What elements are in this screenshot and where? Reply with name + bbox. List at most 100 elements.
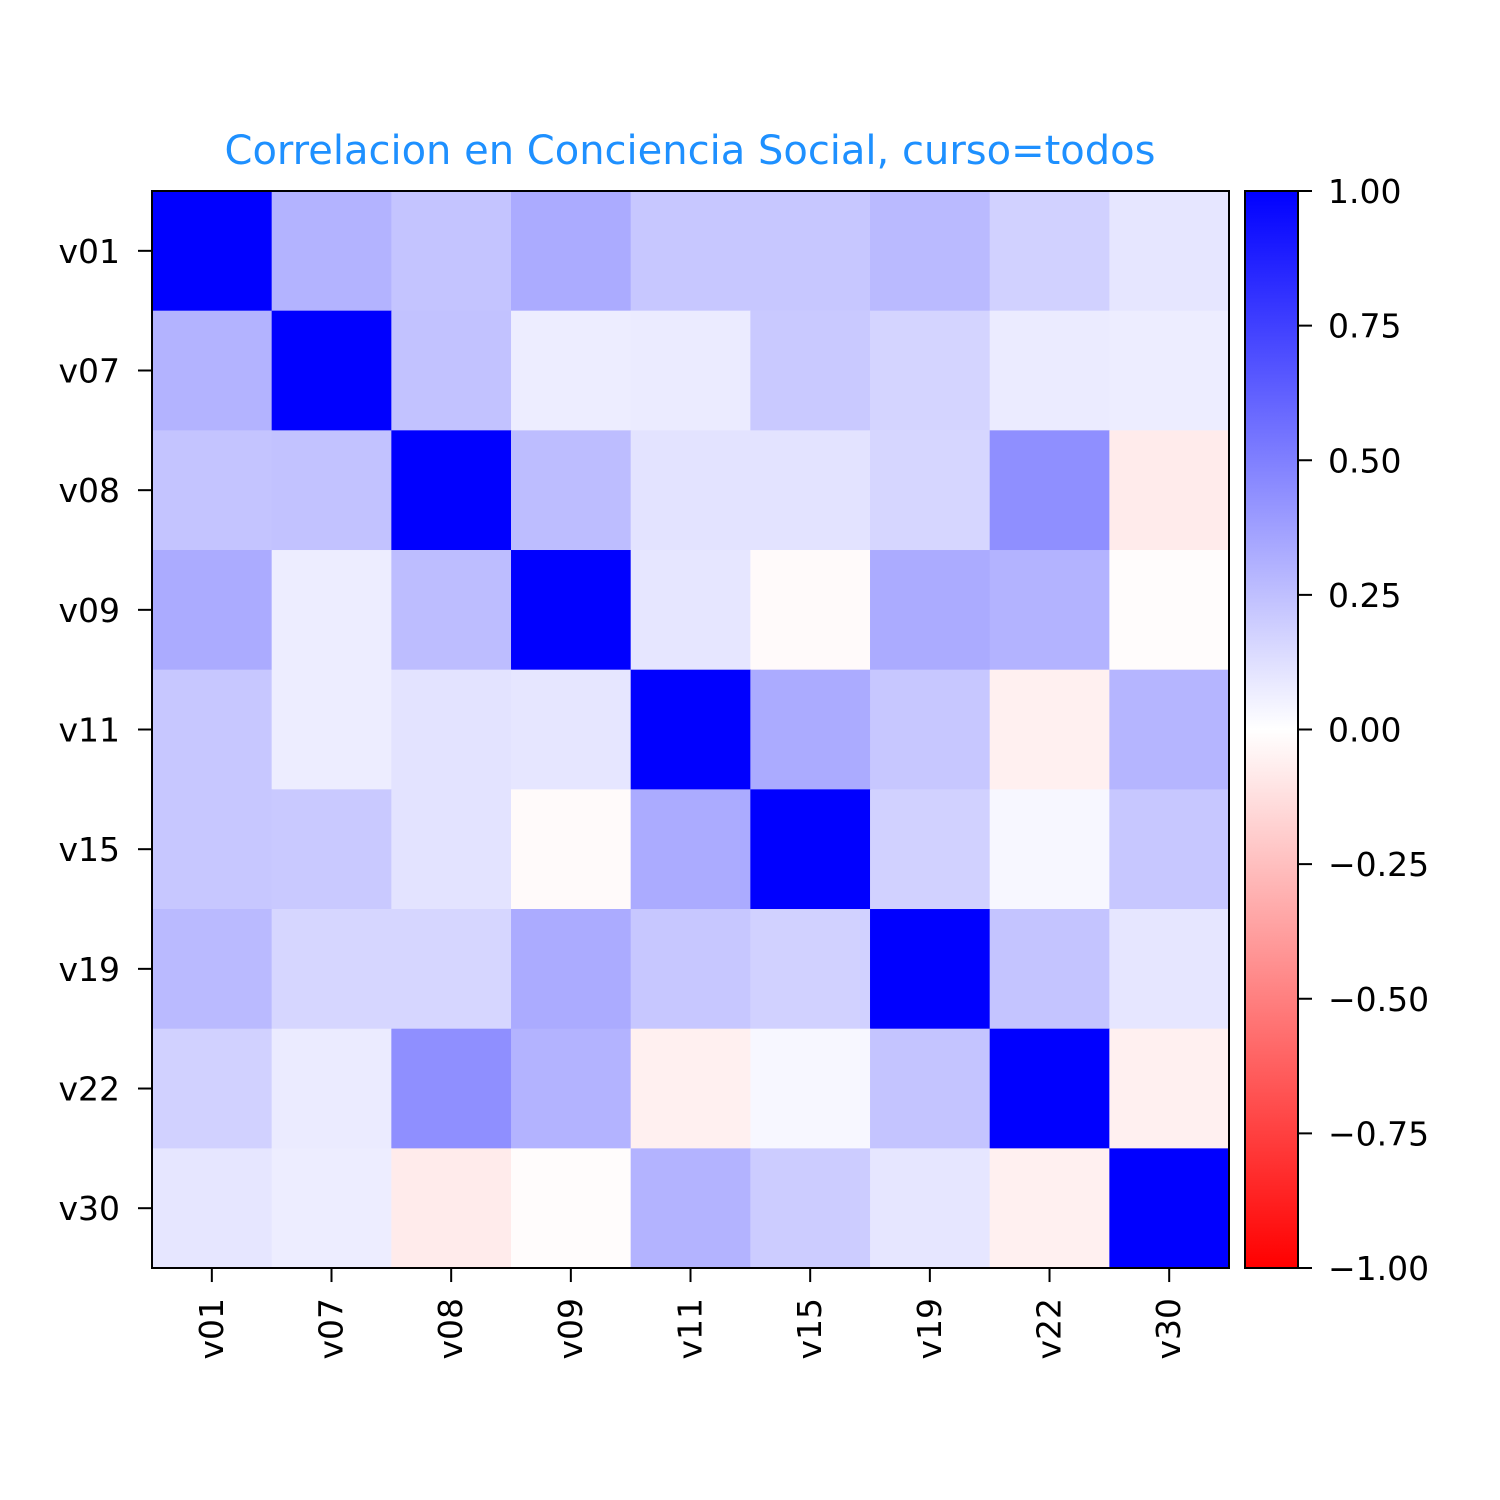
row-tick-label: v09 <box>58 591 120 630</box>
colorbar-tick-group: 1.00 0.75 0.50 0.25 0.00 −0.25 −0.50 −0.75 −1.00 <box>1298 172 1429 1288</box>
heatmap-cell-v01-v09 <box>511 191 632 312</box>
heatmap-cell-v30-v19 <box>870 1148 991 1269</box>
colorbar-tick-label: 0.75 <box>1328 307 1401 346</box>
heatmap-cell-v08-v07 <box>271 430 392 551</box>
heatmap-cell-v09-v09 <box>511 550 632 671</box>
heatmap-cell-v07-v09 <box>511 310 632 431</box>
heatmap-cell-v30-v07 <box>271 1148 392 1269</box>
heatmap-cell-v09-v08 <box>391 550 512 671</box>
heatmap-cell-v01-v08 <box>391 191 512 312</box>
colorbar <box>1244 190 1299 1269</box>
col-tick-label: v01 <box>192 1298 231 1360</box>
heatmap-cell-v11-v15 <box>750 669 871 790</box>
colorbar-tick-label: −0.50 <box>1328 980 1429 1019</box>
colorbar-tick-label: 0.25 <box>1328 576 1401 615</box>
heatmap-cell-v11-v07 <box>271 669 392 790</box>
col-tick-label: v11 <box>671 1298 710 1360</box>
heatmap-cell-v30-v30 <box>1109 1148 1230 1269</box>
heatmap-cell-v30-v08 <box>391 1148 512 1269</box>
heatmap-cell-v07-v07 <box>271 310 392 431</box>
heatmap-cell-v11-v11 <box>630 669 751 790</box>
heatmap-cell-v22-v30 <box>1109 1028 1230 1149</box>
col-tick-label: v08 <box>431 1298 470 1360</box>
heatmap-cell-v15-v08 <box>391 789 512 910</box>
heatmap-cell-v15-v19 <box>870 789 991 910</box>
heatmap-cell-v15-v15 <box>750 789 871 910</box>
heatmap-cell-v11-v19 <box>870 669 991 790</box>
colorbar-tick-label: −1.00 <box>1328 1249 1429 1288</box>
heatmap-cell-v15-v09 <box>511 789 632 910</box>
heatmap-cell-v07-v08 <box>391 310 512 431</box>
row-tick-label: v07 <box>58 352 120 391</box>
heatmap-cell-v01-v11 <box>630 191 751 312</box>
heatmap-cell-v30-v22 <box>989 1148 1110 1269</box>
heatmap-cell-v09-v22 <box>989 550 1110 671</box>
heatmap-cell-v15-v11 <box>630 789 751 910</box>
heatmap-cell-v07-v22 <box>989 310 1110 431</box>
heatmap-cells <box>152 191 1230 1269</box>
colorbar-tick-label: 0.50 <box>1328 441 1401 480</box>
heatmap-cell-v15-v22 <box>989 789 1110 910</box>
heatmap-cell-v09-v07 <box>271 550 392 671</box>
heatmap-cell-v19-v22 <box>989 909 1110 1030</box>
heatmap-cell-v07-v30 <box>1109 310 1230 431</box>
heatmap-cell-v09-v15 <box>750 550 871 671</box>
heatmap-cell-v15-v01 <box>152 789 273 910</box>
heatmap-cell-v08-v11 <box>630 430 751 551</box>
heatmap-cell-v22-v08 <box>391 1028 512 1149</box>
row-tick-label: v08 <box>58 471 120 510</box>
heatmap-cell-v22-v07 <box>271 1028 392 1149</box>
heatmap-cell-v22-v15 <box>750 1028 871 1149</box>
col-tick-group: v01 v07 v08 v09 v11 v15 v19 v22 v30 <box>192 1268 1188 1360</box>
heatmap-cell-v22-v09 <box>511 1028 632 1149</box>
heatmap-cell-v08-v19 <box>870 430 991 551</box>
heatmap-cell-v22-v11 <box>630 1028 751 1149</box>
heatmap-cell-v15-v07 <box>271 789 392 910</box>
heatmap-cell-v22-v22 <box>989 1028 1110 1149</box>
heatmap-cell-v01-v15 <box>750 191 871 312</box>
heatmap-cell-v01-v07 <box>271 191 392 312</box>
heatmap-cell-v19-v19 <box>870 909 991 1030</box>
row-tick-label: v15 <box>58 830 120 869</box>
col-tick-label: v15 <box>790 1298 829 1360</box>
heatmap-cell-v01-v30 <box>1109 191 1230 312</box>
heatmap-cell-v30-v11 <box>630 1148 751 1269</box>
heatmap-cell-v09-v30 <box>1109 550 1230 671</box>
row-tick-label: v22 <box>58 1070 120 1109</box>
heatmap-cell-v11-v30 <box>1109 669 1230 790</box>
heatmap-cell-v08-v08 <box>391 430 512 551</box>
colorbar-tick-label: 0.00 <box>1328 711 1401 750</box>
col-tick-label: v30 <box>1149 1298 1188 1360</box>
heatmap-cell-v19-v30 <box>1109 909 1230 1030</box>
heatmap-cell-v19-v15 <box>750 909 871 1030</box>
heatmap-cell-v01-v19 <box>870 191 991 312</box>
heatmap-cell-v09-v01 <box>152 550 273 671</box>
heatmap-cell-v22-v01 <box>152 1028 273 1149</box>
heatmap-cell-v30-v01 <box>152 1148 273 1269</box>
heatmap-cell-v08-v09 <box>511 430 632 551</box>
heatmap-cell-v22-v19 <box>870 1028 991 1149</box>
row-tick-label: v11 <box>58 711 120 750</box>
heatmap-cell-v07-v01 <box>152 310 273 431</box>
heatmap-cell-v07-v15 <box>750 310 871 431</box>
row-tick-group: v01 v07 v08 v09 v11 v15 v19 v22 v30 <box>58 232 152 1228</box>
heatmap-cell-v07-v19 <box>870 310 991 431</box>
col-tick-label: v07 <box>312 1298 351 1360</box>
row-tick-label: v19 <box>58 950 120 989</box>
colorbar-tick-label: 1.00 <box>1328 172 1401 211</box>
heatmap-cell-v08-v30 <box>1109 430 1230 551</box>
heatmap-cell-v11-v22 <box>989 669 1110 790</box>
heatmap-cell-v19-v11 <box>630 909 751 1030</box>
heatmap-cell-v08-v01 <box>152 430 273 551</box>
heatmap-cell-v11-v08 <box>391 669 512 790</box>
heatmap-cell-v01-v01 <box>152 191 273 312</box>
heatmap-cell-v11-v09 <box>511 669 632 790</box>
col-tick-label: v09 <box>551 1298 590 1360</box>
heatmap-cell-v01-v22 <box>989 191 1110 312</box>
heatmap-cell-v11-v01 <box>152 669 273 790</box>
heatmap-cell-v07-v11 <box>630 310 751 431</box>
heatmap-cell-v19-v09 <box>511 909 632 1030</box>
heatmap-cell-v15-v30 <box>1109 789 1230 910</box>
